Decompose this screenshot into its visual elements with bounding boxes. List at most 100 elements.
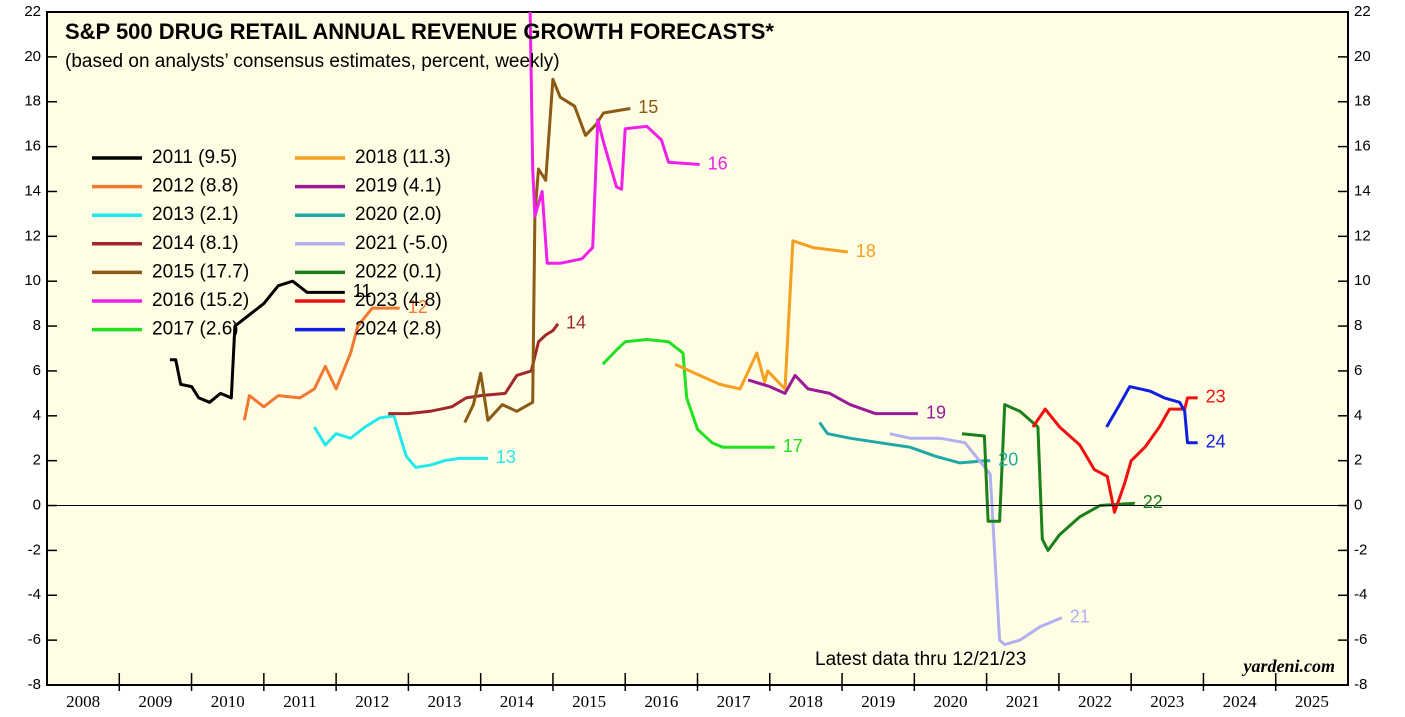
x-tick-label: 2025 xyxy=(1295,692,1329,711)
end-label: 24 xyxy=(1206,431,1226,451)
y-tick-label: 16 xyxy=(24,138,41,155)
y-tick-label: -4 xyxy=(28,586,41,603)
plot-area xyxy=(46,11,1349,686)
y2-tick-label: 16 xyxy=(1354,138,1371,155)
y-tick-label: 18 xyxy=(24,93,41,110)
y2-tick-label: 20 xyxy=(1354,48,1371,65)
end-label: 15 xyxy=(638,97,658,117)
end-label: 18 xyxy=(856,241,876,261)
x-tick-label: 2014 xyxy=(500,692,535,711)
end-label: 13 xyxy=(496,447,516,467)
x-tick-label: 2020 xyxy=(933,692,967,711)
end-label: 14 xyxy=(566,313,586,333)
legend-label: 2019 (4.1) xyxy=(355,176,442,197)
y2-tick-label: 6 xyxy=(1354,362,1362,379)
legend-label: 2011 (9.5) xyxy=(152,147,237,168)
series-line xyxy=(463,77,631,424)
y-tick-label: 22 xyxy=(24,3,41,20)
end-label: 20 xyxy=(998,449,1018,469)
y-tick-label: 10 xyxy=(24,272,41,289)
series-line xyxy=(889,432,1063,647)
annotation: Latest data thru 12/21/23 xyxy=(815,649,1026,670)
x-tick-label: 2018 xyxy=(789,692,823,711)
y-tick-label: -2 xyxy=(28,541,41,558)
y-tick-label: 0 xyxy=(33,497,41,514)
end-label: 22 xyxy=(1143,492,1163,512)
x-tick-label: 2009 xyxy=(138,692,172,711)
legend-label: 2012 (8.8) xyxy=(152,176,239,197)
end-label: 23 xyxy=(1206,387,1226,407)
series-line xyxy=(818,421,991,465)
source: yardeni.com xyxy=(1242,656,1336,676)
y-tick-label: 20 xyxy=(24,48,41,65)
y2-tick-label: -4 xyxy=(1354,586,1367,603)
y2-tick-label: 2 xyxy=(1354,452,1362,469)
end-label: 19 xyxy=(926,402,946,422)
x-tick-label: 2016 xyxy=(644,692,678,711)
y-tick-label: 6 xyxy=(33,362,41,379)
x-tick-label: 2013 xyxy=(428,692,462,711)
series-line xyxy=(961,403,1135,552)
legend-label: 2016 (15.2) xyxy=(152,290,249,311)
end-label: 12 xyxy=(408,297,428,317)
x-tick-label: 2015 xyxy=(572,692,606,711)
y2-tick-label: 12 xyxy=(1354,227,1371,244)
y2-tick-label: -2 xyxy=(1354,541,1367,558)
y2-tick-label: 22 xyxy=(1354,3,1371,20)
x-tick-label: 2010 xyxy=(211,692,245,711)
lines xyxy=(169,12,1198,647)
legend-label: 2023 (4.8) xyxy=(355,290,442,311)
legend-label: 2014 (8.1) xyxy=(152,233,239,254)
legend-label: 2021 (-5.0) xyxy=(355,233,448,254)
series-line xyxy=(313,414,488,469)
x-tick-label: 2017 xyxy=(717,692,752,711)
y2-tick-label: 18 xyxy=(1354,93,1371,110)
series-line xyxy=(242,306,400,421)
chart-subtitle: (based on analysts’ consensus estimates,… xyxy=(65,51,560,72)
x-tick-label: 2021 xyxy=(1006,692,1040,711)
series-line xyxy=(528,12,700,265)
end-label: 11 xyxy=(353,281,372,301)
legend-label: 2013 (2.1) xyxy=(152,204,239,225)
x-tick-label: 2022 xyxy=(1078,692,1112,711)
y-tick-label: 4 xyxy=(33,407,41,424)
x-tick-label: 2008 xyxy=(66,692,100,711)
legend-label: 2024 (2.8) xyxy=(355,319,442,340)
legend-label: 2018 (11.3) xyxy=(355,147,451,168)
y-tick-label: 8 xyxy=(33,317,41,334)
x-tick-label: 2023 xyxy=(1150,692,1184,711)
end-label: 16 xyxy=(708,153,728,173)
y2-tick-label: 8 xyxy=(1354,317,1362,334)
series-line xyxy=(674,239,848,391)
series-line xyxy=(388,322,560,416)
y-tick-label: 14 xyxy=(24,182,41,199)
legend-label: 2017 (2.6) xyxy=(152,319,239,340)
y-tick-label: 2 xyxy=(33,452,41,469)
y2-tick-label: 4 xyxy=(1354,407,1362,424)
legend-label: 2015 (17.7) xyxy=(152,261,249,282)
y-tick-label: 12 xyxy=(24,227,41,244)
end-label: 21 xyxy=(1070,606,1090,626)
chart-title: S&P 500 DRUG RETAIL ANNUAL REVENUE GROWT… xyxy=(65,19,774,44)
y2-tick-label: -6 xyxy=(1354,631,1367,648)
y-tick-label: -6 xyxy=(28,631,41,648)
y2-tick-label: 14 xyxy=(1354,182,1371,199)
y2-tick-label: -8 xyxy=(1354,676,1367,693)
series-line xyxy=(169,279,345,404)
series-line xyxy=(601,338,775,449)
x-tick-label: 2012 xyxy=(355,692,389,711)
end-label: 17 xyxy=(783,436,803,456)
y-tick-label: -8 xyxy=(28,676,41,693)
legend-label: 2020 (2.0) xyxy=(355,204,442,225)
y2-tick-label: 10 xyxy=(1354,272,1371,289)
series-line xyxy=(1105,385,1198,445)
y2-tick-label: 0 xyxy=(1354,497,1362,514)
legend-label: 2022 (0.1) xyxy=(355,261,442,282)
x-tick-label: 2024 xyxy=(1223,692,1258,711)
x-tick-label: 2019 xyxy=(861,692,895,711)
series-line xyxy=(747,373,918,416)
x-tick-label: 2011 xyxy=(283,692,316,711)
series-line xyxy=(1031,396,1198,514)
